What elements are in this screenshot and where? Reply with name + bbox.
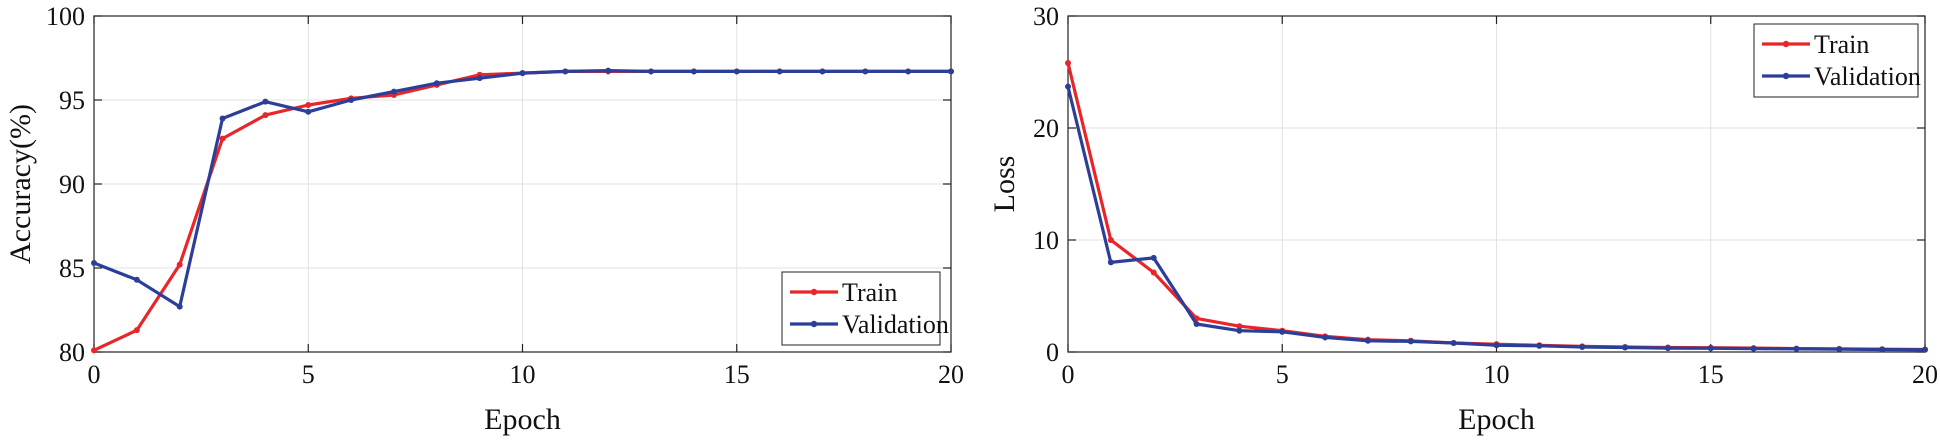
data-point (1279, 328, 1286, 335)
data-point (1536, 342, 1543, 349)
data-point (262, 98, 269, 105)
data-point (1107, 259, 1114, 266)
x-tick-label: 15 (1698, 360, 1724, 389)
data-point (305, 108, 312, 115)
data-point (1236, 323, 1243, 330)
data-point (1750, 345, 1757, 352)
legend-label: Train (1814, 30, 1869, 59)
data-point (1107, 237, 1114, 243)
data-point (1579, 343, 1586, 350)
x-axis-label: Epoch (1458, 403, 1535, 436)
data-point (1407, 338, 1414, 345)
legend-marker (810, 320, 818, 328)
y-tick-label: 100 (46, 2, 85, 31)
y-tick-label: 10 (1033, 226, 1059, 255)
chart-panel-2: 0 5 10 15 20 0 10 20 30 Epoch Loss Train Validation (988, 2, 1938, 436)
y-tick-label: 95 (59, 86, 85, 115)
y-tick-label: 20 (1033, 114, 1059, 143)
data-point (1150, 254, 1157, 261)
data-point (1622, 344, 1629, 351)
data-point (305, 102, 312, 109)
data-point (1879, 346, 1886, 353)
data-point (690, 68, 697, 75)
legend-marker (1782, 40, 1790, 48)
x-tick-label: 15 (724, 360, 750, 389)
data-point (476, 75, 483, 82)
x-tick-label: 5 (302, 360, 315, 389)
x-axis-label: Epoch (484, 403, 561, 436)
x-tick-label: 0 (88, 360, 101, 389)
x-tick-label: 0 (1062, 360, 1075, 389)
x-tick-label: 10 (510, 360, 536, 389)
x-tick-label: 20 (938, 360, 964, 389)
y-axis-label: Loss (988, 156, 1021, 213)
legend: Train Validation (781, 271, 949, 346)
data-point (219, 135, 226, 142)
series-validation (1065, 83, 1928, 353)
data-point (91, 259, 97, 266)
data-point (1236, 327, 1243, 334)
legend-label: Train (842, 278, 897, 307)
data-point (1922, 346, 1928, 353)
data-point (433, 80, 440, 87)
y-tick-label: 90 (59, 170, 85, 199)
y-tick-label: 80 (59, 338, 85, 367)
data-point (519, 70, 526, 77)
legend-box (1753, 23, 1919, 98)
data-point (776, 68, 783, 75)
legend: Train Validation (1753, 23, 1921, 98)
data-point (605, 67, 612, 74)
x-tick-label: 10 (1484, 360, 1510, 389)
data-point (1150, 269, 1157, 276)
data-point (91, 347, 97, 354)
data-point (348, 97, 355, 103)
data-point (219, 115, 226, 122)
data-point (176, 261, 183, 268)
data-point (1364, 337, 1371, 344)
data-point (733, 68, 740, 75)
data-point (390, 88, 397, 95)
legend-box (781, 271, 941, 346)
legend-marker (1782, 72, 1790, 80)
data-point (862, 68, 869, 75)
data-point (1065, 60, 1071, 67)
data-point (1065, 83, 1071, 90)
data-point (1836, 346, 1843, 353)
legend-marker (810, 288, 818, 296)
data-point (905, 68, 912, 75)
y-tick-label: 0 (1046, 338, 1059, 367)
y-tick-label: 30 (1033, 2, 1059, 31)
x-tick-label: 5 (1276, 360, 1289, 389)
y-tick-label: 85 (59, 254, 85, 283)
data-point (176, 303, 183, 310)
data-point (133, 276, 140, 283)
data-point (1322, 334, 1329, 341)
data-point (1793, 345, 1800, 352)
x-tick-label: 20 (1912, 360, 1938, 389)
data-point (1707, 345, 1714, 352)
data-point (1193, 321, 1200, 327)
series-validation (91, 67, 954, 310)
data-point (1493, 342, 1500, 349)
data-point (1664, 345, 1671, 352)
data-point (262, 112, 269, 119)
y-axis-label: Accuracy(%) (4, 104, 37, 264)
legend-label: Validation (1814, 62, 1921, 91)
data-point (133, 327, 140, 334)
legend-label: Validation (842, 310, 949, 339)
data-point (562, 68, 569, 75)
chart-panel-1: 0 5 10 15 20 80 85 90 95 100 Epoch Accuracy(%) Train… (4, 2, 964, 436)
data-point (648, 68, 655, 75)
data-point (948, 68, 954, 75)
data-point (1450, 340, 1457, 347)
data-point (819, 68, 826, 75)
